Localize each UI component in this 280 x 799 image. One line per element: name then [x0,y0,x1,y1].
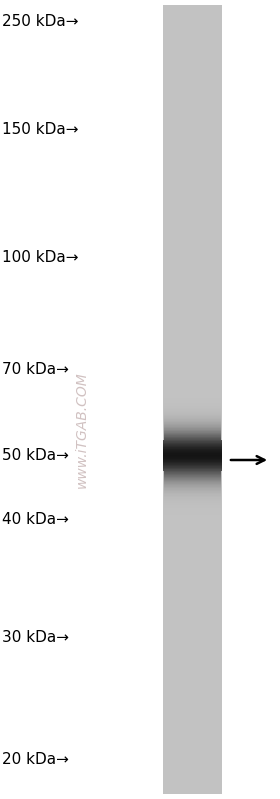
Text: 150 kDa→: 150 kDa→ [2,122,78,137]
Text: 250 kDa→: 250 kDa→ [2,14,78,30]
Text: 50 kDa→: 50 kDa→ [2,447,69,463]
Bar [163,5,222,794]
Text: www.iTGAB.COM: www.iTGAB.COM [75,372,89,488]
Text: 100 kDa→: 100 kDa→ [2,251,78,265]
Text: 40 kDa→: 40 kDa→ [2,512,69,527]
Text: 20 kDa→: 20 kDa→ [2,753,69,768]
Text: 70 kDa→: 70 kDa→ [2,363,69,377]
Text: 30 kDa→: 30 kDa→ [2,630,69,646]
